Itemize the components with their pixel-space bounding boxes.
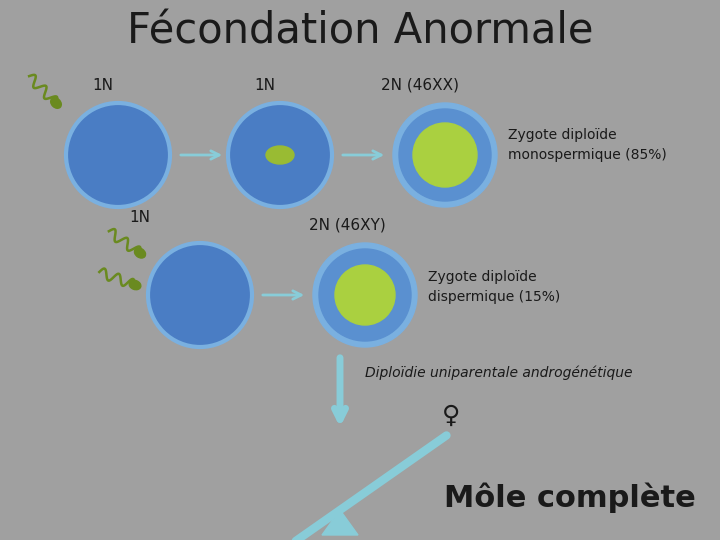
Circle shape [228,103,332,207]
Text: 1N: 1N [254,78,276,92]
Circle shape [393,103,497,207]
Text: Zygote diploïde
dispermique (15%): Zygote diploïde dispermique (15%) [428,269,560,305]
Text: 2N (46XX): 2N (46XX) [381,78,459,92]
Text: 1N: 1N [92,78,114,92]
Text: 2N (46XY): 2N (46XY) [309,218,385,233]
Circle shape [313,243,417,347]
Polygon shape [322,510,358,535]
Circle shape [148,243,252,347]
Text: Fécondation Anormale: Fécondation Anormale [127,11,593,53]
Text: Zygote diploïde
monospermique (85%): Zygote diploïde monospermique (85%) [508,127,667,163]
Circle shape [66,103,170,207]
Ellipse shape [135,248,145,258]
Ellipse shape [266,146,294,164]
Ellipse shape [50,98,61,109]
Ellipse shape [129,280,141,289]
Text: 1N: 1N [130,210,150,225]
Circle shape [335,265,395,325]
Text: Môle complète: Môle complète [444,483,696,513]
Circle shape [319,249,411,341]
Text: Diploïdie uniparentale androgénétique: Diploïdie uniparentale androgénétique [365,366,632,380]
Circle shape [413,123,477,187]
Text: ♀: ♀ [442,403,461,428]
Circle shape [399,109,491,201]
